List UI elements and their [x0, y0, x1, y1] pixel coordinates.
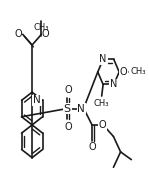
Text: CH₃: CH₃ [130, 68, 146, 76]
Text: CH₃: CH₃ [34, 23, 49, 32]
Text: O: O [64, 122, 72, 132]
Text: CH₃: CH₃ [93, 99, 109, 108]
Text: N: N [33, 95, 41, 105]
Text: O: O [120, 67, 128, 77]
Text: N: N [77, 104, 85, 113]
Text: O: O [42, 29, 50, 39]
Text: O: O [64, 86, 72, 95]
Text: O: O [99, 120, 107, 130]
Text: O: O [14, 29, 22, 39]
Text: N: N [110, 80, 118, 89]
Text: O: O [89, 142, 96, 152]
Text: N: N [99, 55, 107, 64]
Text: S: S [63, 104, 71, 113]
